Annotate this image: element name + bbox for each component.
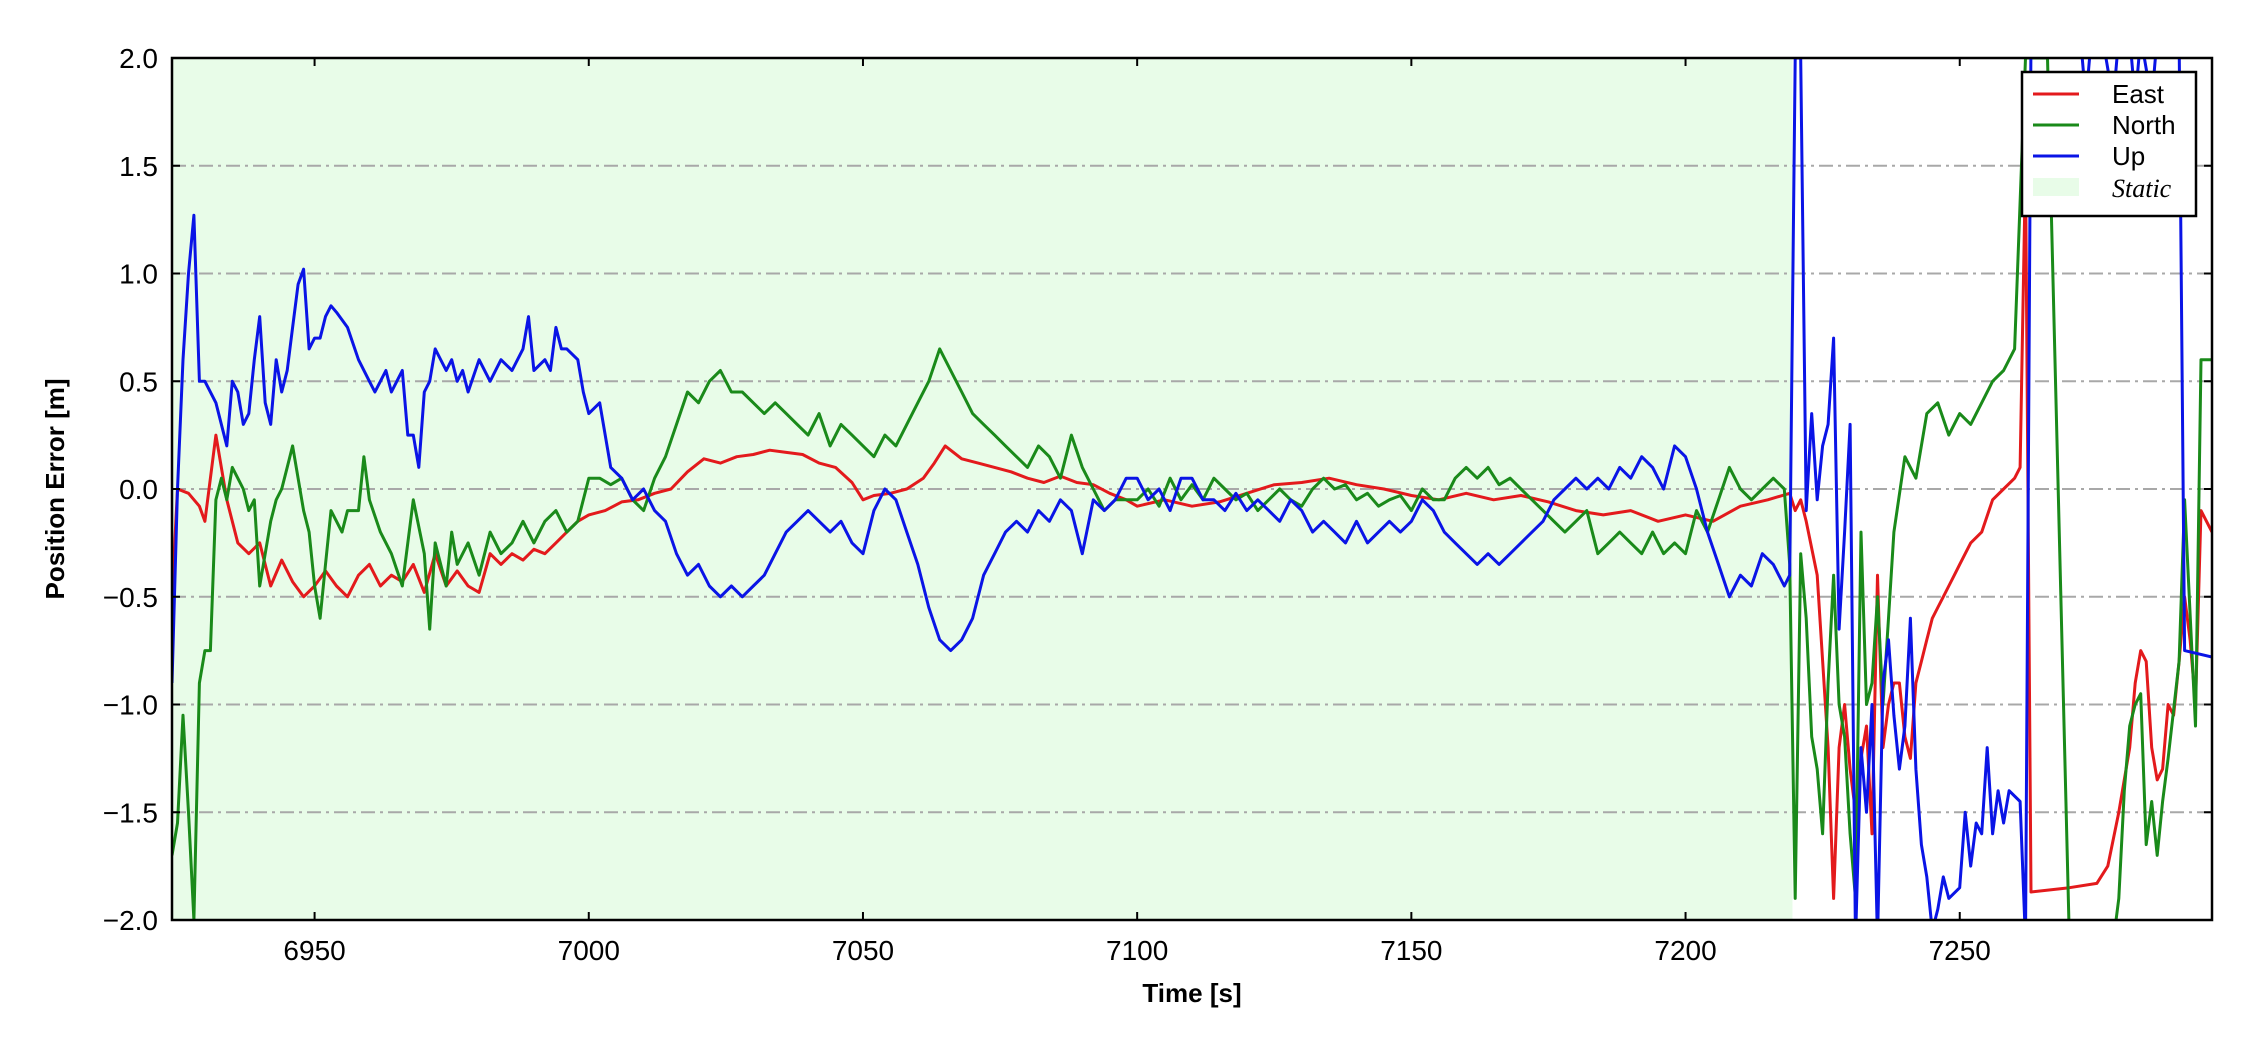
series-line-up bbox=[172, 58, 2212, 920]
y-tick-label: −1.0 bbox=[103, 690, 158, 721]
legend-label-static: Static bbox=[2112, 174, 2172, 203]
legend: East North Up Static bbox=[2020, 70, 2198, 218]
ticks-layer: −2.0 −1.5 −1.0 −0.5 0.0 0.5 1.0 1.5 2.0 6950 7000 7… bbox=[103, 43, 2212, 966]
x-tick-label: 7250 bbox=[1929, 935, 1991, 966]
y-tick-label: 2.0 bbox=[119, 43, 158, 74]
y-tick-label: −2.0 bbox=[103, 905, 158, 936]
y-axis-title: Position Error [m] bbox=[40, 378, 70, 599]
y-tick-label: 1.5 bbox=[119, 151, 158, 182]
legend-label-up: Up bbox=[2112, 141, 2145, 171]
grid-layer bbox=[172, 164, 2212, 814]
legend-label-north: North bbox=[2112, 110, 2176, 140]
x-tick-label: 7100 bbox=[1106, 935, 1168, 966]
x-tick-label: 7050 bbox=[832, 935, 894, 966]
y-tick-label: 1.0 bbox=[119, 259, 158, 290]
y-tick-label: −1.5 bbox=[103, 797, 158, 828]
legend-label-east: East bbox=[2112, 79, 2165, 109]
x-tick-label: 6950 bbox=[283, 935, 345, 966]
y-tick-label: 0.5 bbox=[119, 366, 158, 397]
series-layer bbox=[172, 58, 2212, 920]
legend-swatch-static bbox=[2033, 178, 2079, 196]
x-axis-title: Time [s] bbox=[1142, 978, 1241, 1008]
y-tick-label: −0.5 bbox=[103, 582, 158, 613]
series-line-north bbox=[172, 58, 2212, 920]
x-tick-label: 7200 bbox=[1654, 935, 1716, 966]
x-tick-label: 7150 bbox=[1380, 935, 1442, 966]
y-tick-label: 0.0 bbox=[119, 474, 158, 505]
x-tick-label: 7000 bbox=[558, 935, 620, 966]
